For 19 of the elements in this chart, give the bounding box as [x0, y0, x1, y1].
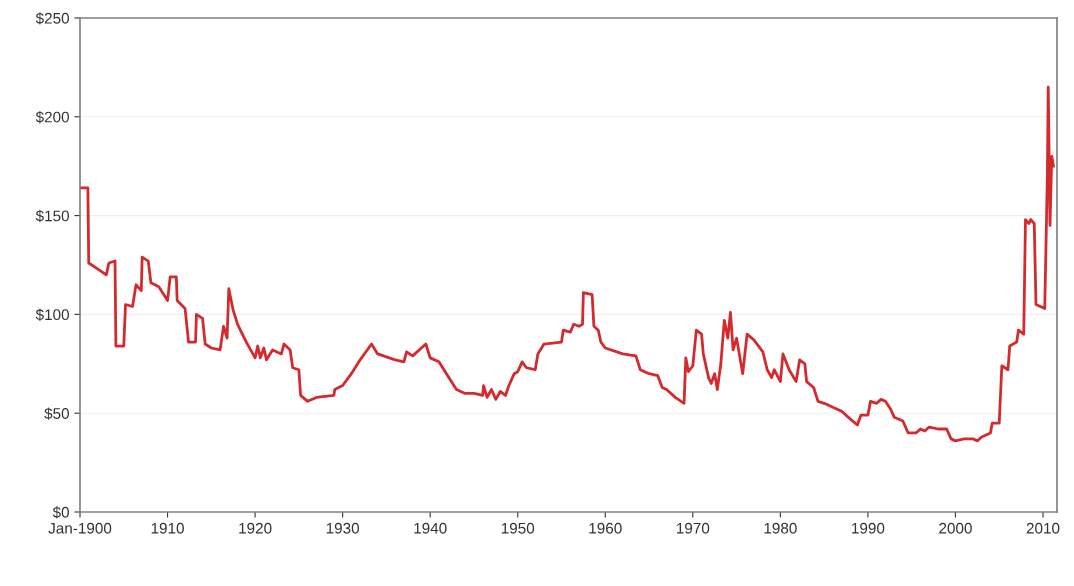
x-tick-label: 1960 [589, 522, 622, 534]
x-tick-label: 1980 [764, 522, 797, 534]
y-tick-label: $50 [44, 407, 69, 420]
x-tick-label: 1920 [239, 522, 272, 534]
y-tick-label: $0 [52, 506, 69, 519]
y-tick-label: $250 [35, 12, 69, 25]
x-tick-label: 1930 [326, 522, 360, 534]
y-tick-label: $100 [35, 308, 69, 321]
x-tick-label: 1970 [676, 522, 710, 534]
y-tick-label: $150 [35, 209, 69, 223]
x-tick-label: 2000 [939, 522, 972, 534]
x-tick-label: 1950 [501, 522, 535, 534]
x-tick-label: 1990 [852, 522, 885, 534]
x-tick-label: Jan-1900 [48, 522, 112, 534]
y-tick-label: $200 [35, 111, 69, 124]
line-series [80, 85, 1055, 443]
x-tick-label: 2010 [1026, 522, 1060, 534]
x-tick-label: 1940 [414, 522, 447, 534]
x-tick-label: 1910 [151, 522, 184, 534]
